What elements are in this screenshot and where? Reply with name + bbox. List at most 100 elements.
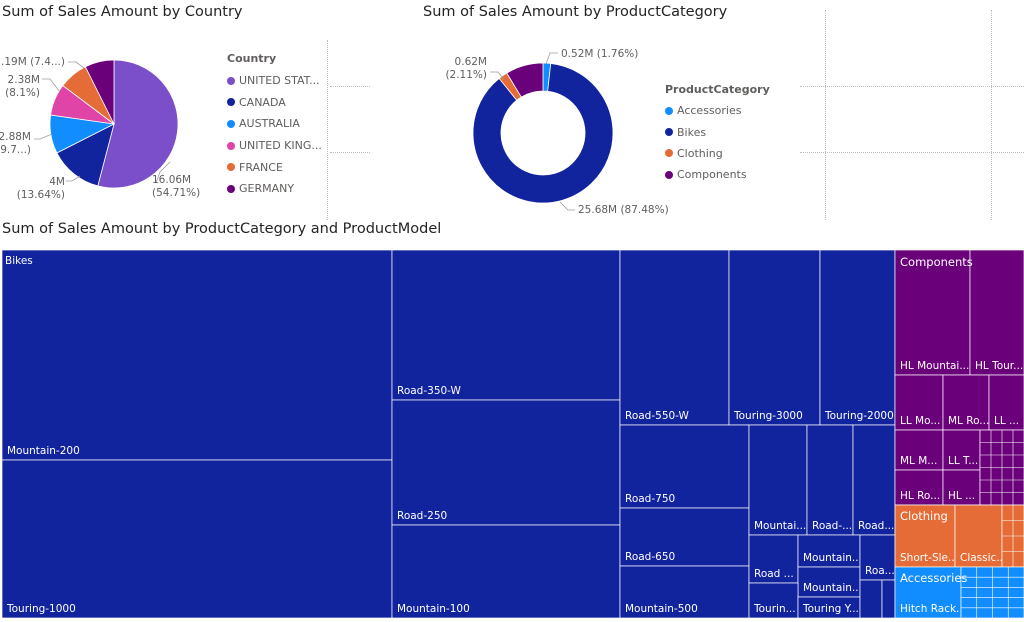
treemap-tile[interactable] [954,504,1003,568]
legend-marker [665,106,673,115]
pie2-data-label-clothing-value: 0.62M [455,56,487,68]
treemap-tile[interactable] [859,534,896,581]
treemap-tile[interactable] [797,534,861,568]
canvas-grid-line [800,86,1024,87]
category-donut-title: Sum of Sales Amount by ProductCategory [423,4,728,20]
legend-item-canada[interactable]: CANADA [227,92,322,114]
treemap-tile[interactable] [969,250,1024,376]
category-donut-chart[interactable]: 0.52M (1.76%) 25.68M (87.48%) 0.62M (2.1… [420,20,820,232]
treemap-tile[interactable] [1,459,393,619]
legend-marker [227,141,235,150]
treemap-tile[interactable] [894,250,971,376]
treemap-category-label: Bikes [5,255,33,267]
canvas-grid-line [330,86,370,87]
treemap-category-label: Accessories [900,571,967,585]
legend-label: CANADA [239,95,286,109]
slice-bikes[interactable] [472,62,614,204]
treemap-tile-label: Mountain-500 [625,603,698,615]
treemap-tile[interactable] [619,507,750,567]
treemap-tile-label: Hitch Rack... [900,603,966,615]
treemap-chart[interactable]: Mountain-200 Touring-1000 Road-350-W Road-2… [0,250,1024,622]
treemap-tile-label: Touring-2000 [824,410,894,422]
treemap-tile[interactable] [894,504,956,568]
legend-marker [665,170,673,179]
treemap-tile[interactable] [988,374,1024,431]
treemap-tile[interactable] [894,429,944,471]
treemap-tile[interactable] [806,424,854,536]
treemap-tile-label: Short-Sle... [900,552,958,564]
canvas-grid-line [991,10,992,220]
legend-label: Bikes [677,125,707,139]
treemap-tile[interactable] [942,469,981,506]
pie1-data-label-germany: 2.19M (7.4...) [0,56,65,68]
treemap-tile-label: Tourin... [753,603,796,615]
leader-line [559,201,575,211]
treemap-tile[interactable] [619,424,750,509]
legend-item-germany[interactable]: GERMANY [227,178,322,200]
leader-line [42,78,61,93]
treemap-tile-label: Mountain-200 [7,445,80,457]
treemap-tile[interactable] [852,424,896,536]
treemap-tile-label: LL ... [994,415,1019,427]
country-pie-chart[interactable]: 16.06M (54.71%) 4M (13.64%) 2.88M (9.7..… [0,20,328,232]
treemap-tile-label: Touring Y... [802,603,859,615]
pie2-data-label-clothing-pct: (2.11%) [445,69,487,81]
legend-label: Clothing [677,146,723,160]
treemap-tile[interactable] [894,374,944,431]
treemap-tile-label: Mountain-100 [397,603,470,615]
legend-item-clothing[interactable]: Clothing [665,143,770,164]
legend-item-united-stat-[interactable]: UNITED STAT... [227,70,322,92]
treemap-tile[interactable] [619,565,750,619]
legend-item-france[interactable]: FRANCE [227,156,322,178]
pie1-data-label-us-pct: (54.71%) [152,187,200,199]
legend-marker [665,149,673,158]
slice-canada[interactable] [56,123,115,187]
country-legend: Country UNITED STAT... CANADA AUSTRALIA UNI… [227,52,322,200]
legend-item-bikes[interactable]: Bikes [665,121,770,142]
treemap-category-label: Clothing [900,509,948,523]
treemap-tile[interactable] [748,534,799,584]
treemap-tile[interactable] [942,429,981,471]
treemap-tile[interactable] [391,399,621,526]
legend-item-united-king-[interactable]: UNITED KING... [227,135,322,157]
treemap-tile[interactable] [728,250,821,426]
treemap-tile-label: HL Mountai... [900,360,969,372]
legend-marker [227,76,235,85]
treemap-tile[interactable] [881,579,896,619]
treemap-tile-label: Road-750 [625,493,675,505]
treemap-tile[interactable] [748,582,799,619]
treemap-tile-label: Touring-3000 [733,410,803,422]
legend-marker [227,119,235,128]
pie1-data-label-canada-pct: (13.64%) [17,189,65,201]
treemap-tile-label: Road-650 [625,551,675,563]
slice-united-stat-[interactable] [97,59,179,189]
pie1-data-label-uk-pct: (8.1%) [5,87,40,99]
legend-item-australia[interactable]: AUSTRALIA [227,113,322,135]
treemap-tile[interactable] [1,250,393,461]
legend-item-accessories[interactable]: Accessories [665,100,770,121]
leader-line [34,133,53,140]
treemap-tile[interactable] [942,374,990,431]
treemap-tile[interactable] [859,579,883,619]
treemap-tile-label: Road-250 [397,510,447,522]
treemap-tile-label: Road... [858,520,894,532]
treemap-tile[interactable] [894,469,944,506]
treemap-tile[interactable] [748,424,808,536]
leader-line [68,61,85,69]
treemap-tile[interactable] [819,250,896,426]
pie2-data-label-accessories: 0.52M (1.76%) [561,48,638,60]
treemap-tile[interactable] [391,250,621,401]
treemap-tile[interactable] [619,250,730,426]
country-pie-title: Sum of Sales Amount by Country [2,4,243,20]
slice-components[interactable] [506,62,544,98]
treemap-tile-label: Road ... [754,568,794,580]
treemap-tile-label: ML Ro... [948,415,989,427]
pie1-data-label-uk-value: 2.38M [8,74,40,86]
treemap-tile[interactable] [391,524,621,619]
pie1-data-label-australia-pct: (9.7...) [0,144,31,156]
slice-germany[interactable] [84,59,115,125]
treemap-tile-label: LL Mo... [900,415,940,427]
legend-label: UNITED STAT... [239,74,320,88]
treemap-category-label: Components [900,255,973,269]
legend-item-components[interactable]: Components [665,164,770,185]
